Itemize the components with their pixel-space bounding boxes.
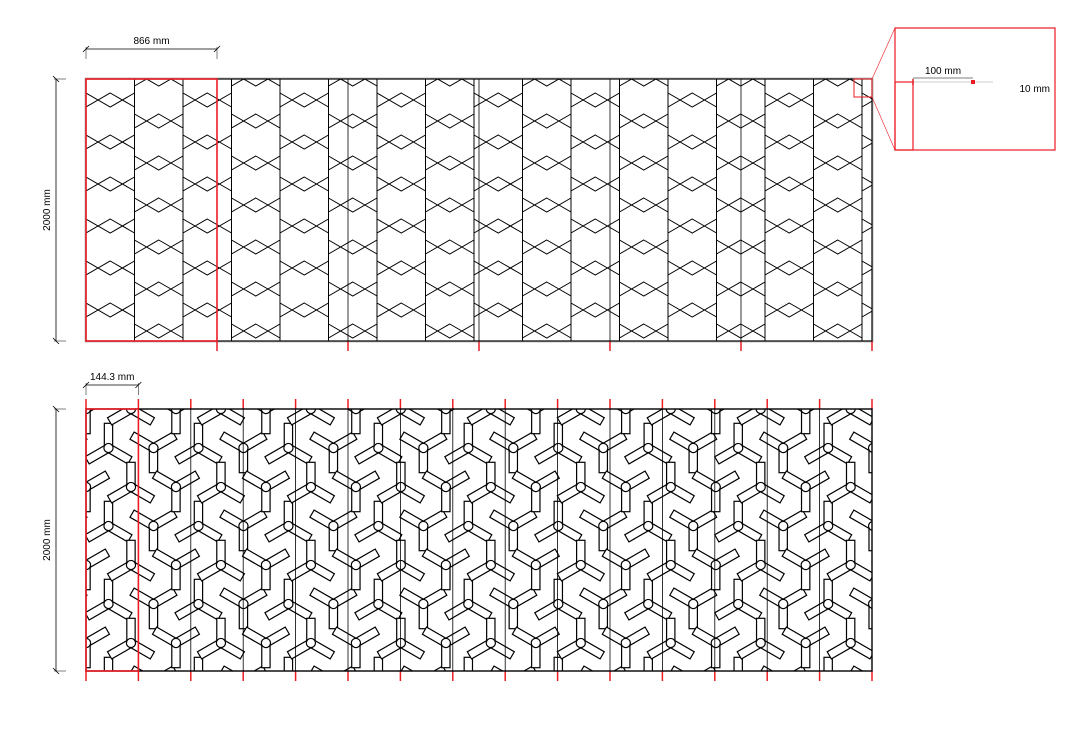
detail-label-h: 100 mm	[925, 66, 961, 77]
dimension-horizontal: 144.3 mm	[83, 372, 141, 395]
technical-drawing: 866 mm 2000 mm 100 mm 10 mm 144.3 mm 2000 mm	[0, 0, 1074, 733]
panel-hexagon: 866 mm 2000 mm	[38, 30, 960, 443]
panel-yweave: 144.3 mm 2000 mm	[18, 337, 1032, 733]
yweave-grid	[18, 337, 1032, 733]
hexagon-grid	[38, 30, 960, 443]
dimension-label: 2000 mm	[42, 189, 53, 231]
dimension-label: 866 mm	[133, 36, 169, 47]
dimension-label: 144.3 mm	[90, 372, 134, 383]
dimension-vertical: 2000 mm	[42, 406, 66, 674]
dimension-label: 2000 mm	[42, 519, 53, 561]
detail-label-v: 10 mm	[1019, 84, 1050, 95]
dimension-horizontal: 866 mm	[83, 36, 220, 59]
dimension-vertical: 2000 mm	[42, 76, 66, 344]
detail-source-box	[854, 79, 872, 97]
detail-callout: 100 mm 10 mm	[872, 28, 1055, 150]
